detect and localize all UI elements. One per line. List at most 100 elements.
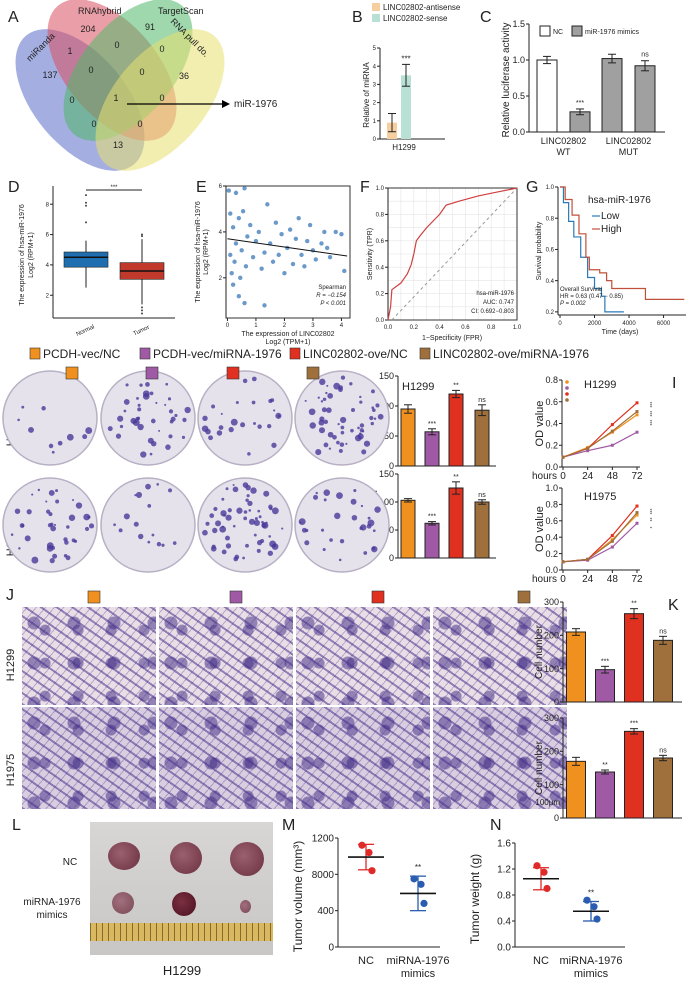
colony (340, 375, 346, 380)
colony (150, 418, 156, 424)
x-tick-label: 0.0 (384, 325, 393, 331)
y-tick-label: 0.8 (545, 375, 558, 385)
colony (87, 515, 91, 519)
roc-curve (387, 187, 518, 321)
colony (10, 533, 14, 536)
x-tick-label: NC (358, 955, 374, 967)
colony (338, 385, 344, 390)
colony (149, 452, 153, 456)
colony (328, 447, 332, 450)
significance-label: *** (428, 421, 436, 428)
data-point (287, 227, 293, 232)
stats-label: hsa-miR-1976 (476, 291, 514, 297)
colony (367, 516, 371, 520)
significance-label: ** (588, 889, 594, 898)
y-tick-label: 1.0 (376, 186, 385, 192)
colony (350, 408, 356, 413)
x-tick-label: Normal (76, 324, 96, 338)
colony (338, 448, 343, 454)
y-tick-label: 0.2 (376, 292, 385, 298)
colony (221, 525, 224, 528)
y-tick-label: 4 (46, 263, 50, 269)
y-tick-label: 0.2 (545, 440, 558, 450)
colony (48, 443, 54, 449)
data-point (365, 848, 373, 857)
colony (147, 503, 152, 508)
y-tick-label: 200 (544, 746, 559, 756)
colony (202, 529, 208, 536)
data-point (305, 238, 310, 244)
data-point (540, 868, 548, 876)
legend-label: NC (553, 29, 563, 36)
data-point (635, 511, 639, 515)
colony (48, 490, 55, 496)
colony (251, 400, 256, 405)
y-axis-label: Tumor weight (g) (468, 854, 482, 944)
colony (336, 492, 343, 500)
panel-label-d: D (8, 179, 20, 196)
y-tick-label: 1.0 (512, 55, 525, 65)
y-tick-label: 0 (554, 697, 559, 707)
y-tick-label: 2 (46, 293, 50, 299)
colony (155, 401, 158, 405)
colony (55, 499, 60, 504)
group-marker (226, 366, 240, 380)
growth-line (562, 411, 638, 458)
colony (243, 510, 248, 514)
data-point (635, 413, 639, 417)
tumor-mimic-2 (172, 892, 196, 916)
x-tick-label-line: WT (557, 147, 571, 157)
colony (218, 425, 224, 430)
colony (113, 523, 116, 527)
group-marker (517, 590, 531, 604)
venn-region-count: 0 (139, 67, 144, 77)
colony (123, 409, 127, 413)
x-tick-label-line: NC (358, 955, 374, 967)
colony (19, 523, 25, 528)
x-tick-label: 0.6 (461, 325, 470, 331)
data-point (262, 250, 267, 255)
legend-label: Low (601, 211, 620, 222)
data-point (610, 538, 614, 542)
box (63, 251, 109, 268)
colony (236, 507, 243, 514)
legend-swatch (139, 347, 151, 360)
colony (370, 421, 374, 426)
data-point (273, 220, 279, 225)
colony (84, 526, 90, 531)
outlier-point (141, 312, 143, 315)
panel-label-n: N (490, 817, 502, 834)
colony (66, 433, 74, 441)
km-curve-high (560, 186, 685, 300)
growth-line (562, 512, 638, 563)
significance-label: *** (646, 509, 652, 515)
colony (360, 524, 367, 531)
bar (566, 631, 586, 703)
y-tick-label: 6 (46, 233, 50, 239)
colony (53, 523, 57, 527)
y-tick-label: 150 (379, 371, 394, 381)
significance-label: *** (401, 54, 410, 63)
y-tick-label: 100 (544, 664, 559, 674)
colony (350, 428, 354, 433)
transwell-image (159, 607, 293, 705)
colony (253, 519, 260, 526)
bar (424, 522, 440, 559)
data-point (610, 539, 614, 543)
colony (369, 415, 374, 421)
tumor-nc-1 (108, 842, 140, 870)
colony (268, 535, 271, 538)
x-tick-label: 1.0 (513, 325, 522, 331)
y-tick-label: 0 (389, 553, 394, 563)
colony (18, 547, 21, 550)
data-point (590, 903, 598, 911)
colony (258, 515, 262, 519)
y-axis-label: Relative luciferase activity (501, 22, 512, 137)
data-point (342, 268, 347, 274)
colony (256, 540, 263, 546)
outlier-point (85, 221, 87, 224)
data-point (635, 430, 639, 434)
outlier-point (141, 309, 143, 312)
colony (117, 415, 124, 422)
y-tick-label: 1.5 (512, 19, 525, 29)
